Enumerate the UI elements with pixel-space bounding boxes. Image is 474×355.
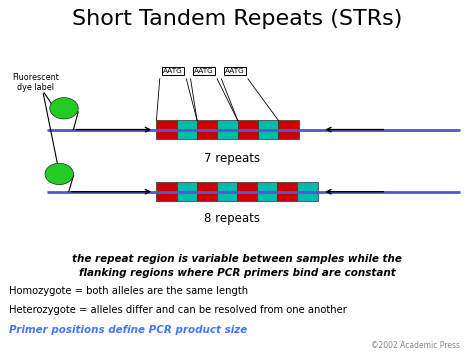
Bar [277,182,297,201]
Bar [218,120,237,139]
Bar [197,182,217,201]
Bar [237,182,257,201]
Bar [257,182,277,201]
Bar [156,182,176,201]
Bar [278,120,299,139]
Bar [176,182,197,201]
Text: AATG: AATG [225,68,245,74]
Text: AATG: AATG [163,68,183,74]
Text: Homozygote = both alleles are the same length: Homozygote = both alleles are the same l… [9,286,248,296]
Text: AATG: AATG [194,68,214,74]
Text: Short Tandem Repeats (STRs): Short Tandem Repeats (STRs) [72,9,402,29]
Text: 8 repeats: 8 repeats [204,212,260,225]
Circle shape [50,98,78,119]
Bar [298,182,318,201]
Bar [258,120,278,139]
Circle shape [45,163,73,185]
Text: 7 repeats: 7 repeats [204,152,260,165]
Text: flanking regions where PCR primers bind are constant: flanking regions where PCR primers bind … [79,268,395,278]
Text: Fluorescent
dye label: Fluorescent dye label [12,73,59,92]
Bar [197,120,218,139]
Text: ©2002 Academic Press: ©2002 Academic Press [371,341,460,350]
Bar [156,120,177,139]
Bar [217,182,237,201]
Bar [177,120,197,139]
Text: the repeat region is variable between samples while the: the repeat region is variable between sa… [72,254,402,264]
Text: Heterozygote = alleles differ and can be resolved from one another: Heterozygote = alleles differ and can be… [9,305,347,315]
Bar [237,120,258,139]
Text: Primer positions define PCR product size: Primer positions define PCR product size [9,325,248,335]
